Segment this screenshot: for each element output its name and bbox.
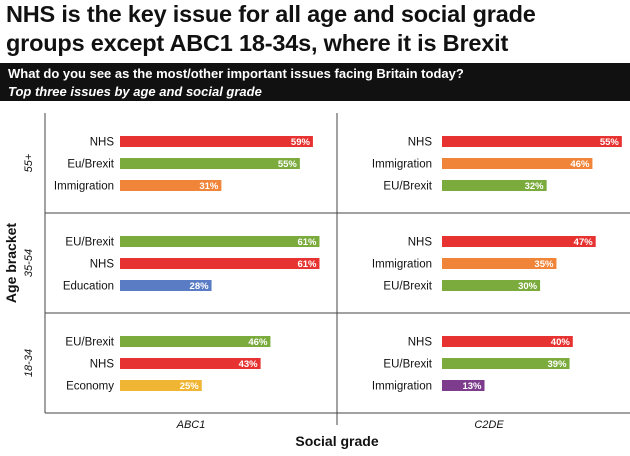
bar-value-label: 28%	[190, 281, 210, 292]
bar-category-label: Immigration	[372, 159, 432, 171]
bar-category-label: NHS	[90, 137, 115, 149]
bar	[120, 358, 261, 369]
row-label: 55+	[23, 153, 35, 172]
bar-category-label: NHS	[90, 359, 115, 371]
bar-value-label: 61%	[297, 259, 317, 270]
bar	[442, 258, 557, 269]
bar	[442, 336, 573, 347]
bar-category-label: NHS	[90, 259, 115, 271]
bar-category-label: Immigration	[54, 181, 114, 193]
bar-category-label: EU/Brexit	[383, 359, 432, 371]
bar-value-label: 46%	[570, 159, 590, 170]
column-label: C2DE	[474, 419, 504, 431]
bar-category-label: EU/Brexit	[383, 281, 432, 293]
bar-value-label: 31%	[199, 181, 219, 192]
bar	[120, 336, 271, 347]
bar	[120, 136, 313, 147]
bar-value-label: 25%	[180, 381, 200, 392]
bar	[120, 258, 320, 269]
bar	[442, 136, 622, 147]
chart-subtitle: Top three issues by age and social grade	[8, 84, 262, 99]
bar	[442, 380, 485, 391]
survey-question: What do you see as the most/other import…	[8, 66, 464, 81]
chart-title: NHS is the key issue for all age and soc…	[6, 0, 626, 58]
bar-category-label: NHS	[408, 237, 433, 249]
bar	[120, 180, 222, 191]
bar-category-label: Immigration	[372, 259, 432, 271]
bar	[442, 180, 547, 191]
bar	[120, 380, 202, 391]
bar-value-label: 35%	[534, 259, 554, 270]
title-line-1: NHS is the key issue for all age and soc…	[6, 1, 536, 27]
bar-category-label: NHS	[408, 337, 433, 349]
bar	[442, 158, 593, 169]
bar-value-label: 39%	[548, 359, 568, 370]
bar	[120, 280, 212, 291]
bar-value-label: 46%	[248, 337, 268, 348]
row-label: 35-54	[23, 249, 35, 277]
bar-value-label: 40%	[551, 337, 571, 348]
bar-value-label: 61%	[297, 237, 317, 248]
bar-value-label: 13%	[462, 381, 482, 392]
bar	[442, 358, 570, 369]
bar-value-label: 55%	[600, 137, 620, 148]
title-line-2: groups except ABC1 18-34s, where it is B…	[6, 30, 509, 56]
bar	[442, 280, 541, 291]
bar-value-label: 30%	[518, 281, 538, 292]
bar-value-label: 43%	[239, 359, 259, 370]
bar-value-label: 32%	[525, 181, 545, 192]
bar-category-label: NHS	[408, 137, 433, 149]
bar-category-label: EU/Brexit	[383, 181, 432, 193]
column-label: ABC1	[176, 419, 206, 431]
question-banner	[0, 63, 630, 101]
bar-value-label: 55%	[278, 159, 298, 170]
bar	[120, 236, 320, 247]
bar-category-label: Economy	[66, 381, 114, 393]
bar-category-label: EU/Brexit	[65, 237, 114, 249]
bar	[120, 158, 300, 169]
bar	[442, 236, 596, 247]
bar-category-label: EU/Brexit	[65, 337, 114, 349]
y-axis-title: Age bracket	[3, 223, 19, 303]
x-axis-title: Social grade	[295, 433, 378, 449]
row-label: 18-34	[23, 349, 35, 377]
bar-category-label: Eu/Brexit	[67, 159, 114, 171]
bar-category-label: Education	[63, 281, 114, 293]
bar-value-label: 47%	[574, 237, 594, 248]
bar-value-label: 59%	[291, 137, 311, 148]
bar-category-label: Immigration	[372, 381, 432, 393]
